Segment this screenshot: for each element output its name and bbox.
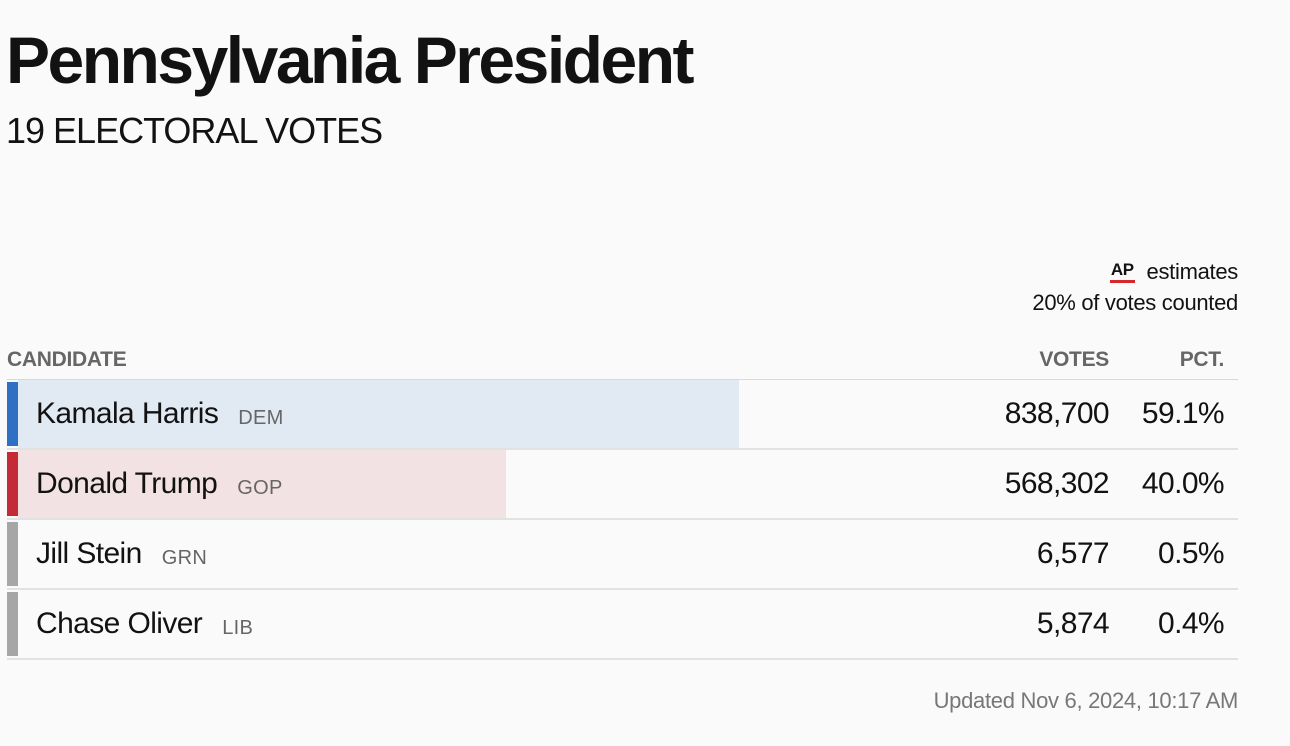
party-label: LIB bbox=[222, 616, 254, 639]
table-row: Jill Stein GRN 6,577 0.5% bbox=[7, 520, 1238, 590]
party-color-stripe bbox=[7, 592, 18, 656]
candidate-name: Kamala Harris bbox=[36, 397, 219, 430]
party-label: GOP bbox=[237, 476, 283, 499]
candidate-cell: Jill Stein GRN bbox=[36, 520, 207, 588]
candidate-name: Chase Oliver bbox=[36, 607, 203, 640]
ap-logo: AP bbox=[1109, 261, 1135, 283]
candidate-cell: Kamala Harris DEM bbox=[36, 380, 284, 448]
vote-percent: 59.1% bbox=[1141, 397, 1225, 430]
column-header-pct: PCT. bbox=[1179, 348, 1225, 371]
candidate-name: Donald Trump bbox=[36, 467, 218, 500]
party-label: GRN bbox=[161, 546, 208, 569]
header-divider bbox=[7, 379, 1238, 380]
vote-share-bar bbox=[18, 380, 739, 448]
vote-count: 5,874 bbox=[1036, 607, 1110, 640]
votes-counted-text: 20% of votes counted bbox=[1032, 290, 1238, 315]
party-color-stripe bbox=[7, 382, 18, 446]
vote-count: 568,302 bbox=[1004, 467, 1110, 500]
vote-percent: 0.4% bbox=[1158, 607, 1225, 640]
party-color-stripe bbox=[7, 452, 18, 516]
table-header: CANDIDATE VOTES PCT. bbox=[7, 345, 1238, 379]
vote-percent: 40.0% bbox=[1141, 467, 1225, 500]
results-table: Kamala Harris DEM 838,700 59.1% Donald T… bbox=[7, 380, 1238, 660]
vote-count: 838,700 bbox=[1004, 397, 1110, 430]
estimates-label: estimates bbox=[1146, 259, 1239, 284]
updated-timestamp: Updated Nov 6, 2024, 10:17 AM bbox=[933, 688, 1239, 713]
candidate-cell: Chase Oliver LIB bbox=[36, 590, 253, 658]
table-row: Chase Oliver LIB 5,874 0.4% bbox=[7, 590, 1238, 660]
vote-percent: 0.5% bbox=[1158, 537, 1225, 570]
vote-count: 6,577 bbox=[1036, 537, 1110, 570]
ap-estimates: AP estimates bbox=[1109, 257, 1239, 287]
table-row: Kamala Harris DEM 838,700 59.1% bbox=[7, 380, 1238, 450]
party-label: DEM bbox=[238, 406, 284, 429]
vote-share-bar bbox=[18, 450, 506, 518]
column-header-candidate: CANDIDATE bbox=[7, 348, 127, 371]
page-title: Pennsylvania President bbox=[6, 23, 695, 97]
party-color-stripe bbox=[7, 522, 18, 586]
candidate-cell: Donald Trump GOP bbox=[36, 450, 283, 518]
electoral-votes-subtitle: 19 ELECTORAL VOTES bbox=[6, 110, 383, 151]
table-row: Donald Trump GOP 568,302 40.0% bbox=[7, 450, 1238, 520]
column-header-votes: VOTES bbox=[1039, 348, 1109, 371]
candidate-name: Jill Stein bbox=[36, 537, 142, 570]
